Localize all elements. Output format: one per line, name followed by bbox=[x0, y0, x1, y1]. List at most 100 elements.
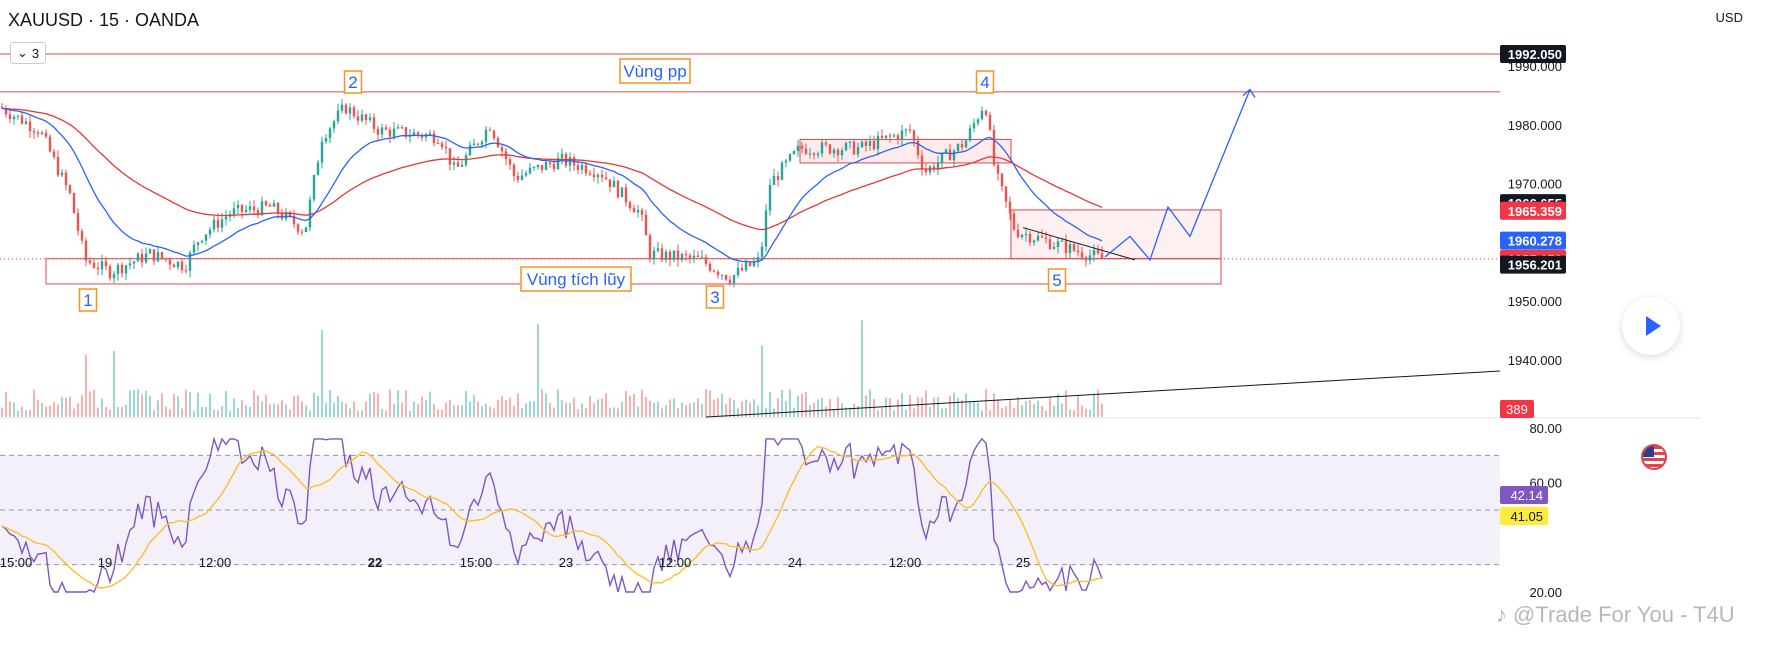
time-tick-label[interactable]: 15:00 bbox=[460, 555, 493, 570]
volume-bar bbox=[609, 407, 611, 417]
candle-body bbox=[932, 166, 936, 170]
candle-body bbox=[664, 251, 668, 260]
time-tick-label[interactable]: 12:00 bbox=[889, 555, 922, 570]
symbol-title[interactable]: XAUUSD · 15 · OANDA bbox=[8, 10, 200, 30]
candle-body bbox=[892, 135, 896, 137]
candle-body bbox=[888, 135, 892, 137]
rsi-badge-label[interactable]: 42.14 bbox=[1510, 488, 1543, 503]
volume-bar bbox=[837, 396, 839, 417]
price-tick-label[interactable]: 1980.000 bbox=[1508, 118, 1562, 133]
candle-body bbox=[260, 201, 264, 216]
time-tick-label[interactable]: 12:00 bbox=[659, 555, 692, 570]
candle-body bbox=[76, 213, 80, 231]
volume-bar bbox=[309, 410, 311, 417]
ema-fast-line bbox=[1, 107, 1103, 263]
price-tick-label[interactable]: 1940.000 bbox=[1508, 353, 1562, 368]
currency-label[interactable]: USD bbox=[1715, 10, 1743, 25]
price-badge[interactable] bbox=[1500, 255, 1566, 274]
volume-bar bbox=[745, 399, 747, 417]
volume-bar bbox=[893, 410, 895, 417]
candle-body bbox=[476, 143, 480, 145]
volume-bar bbox=[953, 392, 955, 417]
candle-body bbox=[1092, 250, 1096, 256]
time-tick-label[interactable]: 12:00 bbox=[199, 555, 232, 570]
volume-bar bbox=[1, 407, 3, 417]
indicator-toggle-button[interactable]: ⌄ 3 bbox=[10, 42, 47, 64]
price-badge[interactable] bbox=[1500, 44, 1566, 63]
volume-bar bbox=[277, 404, 279, 417]
volume-bar bbox=[585, 407, 587, 417]
volume-bar bbox=[173, 394, 175, 417]
volume-bar bbox=[397, 390, 399, 417]
volume-bar bbox=[193, 410, 195, 417]
candle-body bbox=[676, 250, 680, 260]
price-tick-label[interactable]: 1950.000 bbox=[1508, 294, 1562, 309]
volume-bar bbox=[641, 389, 643, 417]
candle-body bbox=[332, 121, 336, 129]
price-badge-label[interactable]: 1965.359 bbox=[1508, 204, 1562, 219]
candle-body bbox=[704, 256, 708, 264]
volume-bar bbox=[465, 391, 467, 417]
candle-body bbox=[124, 265, 128, 274]
volume-bar bbox=[765, 407, 767, 417]
price-badge-label[interactable]: 1960.278 bbox=[1508, 234, 1562, 249]
volume-bar bbox=[505, 399, 507, 417]
volume-bar bbox=[145, 390, 147, 417]
candle-body bbox=[176, 261, 180, 268]
candle-body bbox=[616, 180, 620, 198]
volume-bar bbox=[201, 407, 203, 417]
price-badge[interactable] bbox=[1500, 201, 1566, 220]
candle-body bbox=[444, 147, 448, 149]
volume-bar bbox=[657, 401, 659, 417]
candle-body bbox=[100, 261, 104, 270]
candle-body bbox=[224, 216, 228, 220]
rsi-badge[interactable] bbox=[1500, 486, 1548, 504]
candle-body bbox=[736, 268, 740, 276]
candle-body bbox=[1060, 240, 1064, 242]
candle-body bbox=[508, 159, 512, 165]
trendline-wedge bbox=[1022, 227, 1136, 261]
price-axis-bg[interactable] bbox=[1700, 0, 1783, 651]
time-tick-label[interactable]: 19 bbox=[98, 555, 112, 570]
volume-bar bbox=[437, 409, 439, 417]
time-tick-label[interactable]: 22 bbox=[368, 555, 382, 570]
rsi-panel bbox=[0, 417, 1700, 593]
candle-body bbox=[552, 163, 556, 170]
candle-body bbox=[784, 160, 788, 163]
candle-body bbox=[96, 267, 100, 270]
volume-bar bbox=[569, 403, 571, 417]
candle-body bbox=[880, 135, 884, 139]
candle-body bbox=[16, 115, 20, 117]
play-button[interactable] bbox=[1622, 297, 1680, 355]
candle-body bbox=[512, 164, 516, 177]
volume-bar bbox=[409, 410, 411, 417]
time-tick-label[interactable]: 24 bbox=[788, 555, 802, 570]
rsi-tick-label[interactable]: 80.00 bbox=[1529, 421, 1562, 436]
price-badge[interactable] bbox=[1500, 231, 1566, 250]
volume-badge-label[interactable]: 389 bbox=[1506, 402, 1528, 417]
rsi-badge[interactable] bbox=[1500, 507, 1548, 525]
volume-bar bbox=[33, 389, 35, 417]
candle-body bbox=[688, 255, 692, 258]
rsi-badge-label[interactable]: 41.05 bbox=[1510, 509, 1543, 524]
rsi-tick-label[interactable]: 20.00 bbox=[1529, 585, 1562, 600]
volume-bar bbox=[313, 392, 315, 417]
candle-body bbox=[360, 114, 364, 121]
time-tick-label[interactable]: 15:00 bbox=[0, 555, 32, 570]
candle-body bbox=[460, 165, 464, 167]
price-tick-label[interactable]: 1970.000 bbox=[1508, 177, 1562, 192]
candle-body bbox=[804, 148, 808, 154]
play-icon bbox=[1645, 316, 1661, 336]
volume-bar bbox=[433, 404, 435, 417]
time-tick-label[interactable]: 23 bbox=[559, 555, 573, 570]
price-badge-label[interactable]: 1956.201 bbox=[1508, 258, 1562, 273]
us-flag-icon[interactable] bbox=[1641, 444, 1667, 470]
volume-badge[interactable] bbox=[1500, 400, 1534, 418]
volume-bar bbox=[113, 351, 115, 417]
time-tick-label[interactable]: 25 bbox=[1016, 555, 1030, 570]
volume-bar bbox=[29, 410, 31, 417]
candle-body bbox=[1056, 241, 1060, 247]
volume-bar bbox=[233, 398, 235, 417]
price-badge-label[interactable]: 1992.050 bbox=[1508, 47, 1562, 62]
